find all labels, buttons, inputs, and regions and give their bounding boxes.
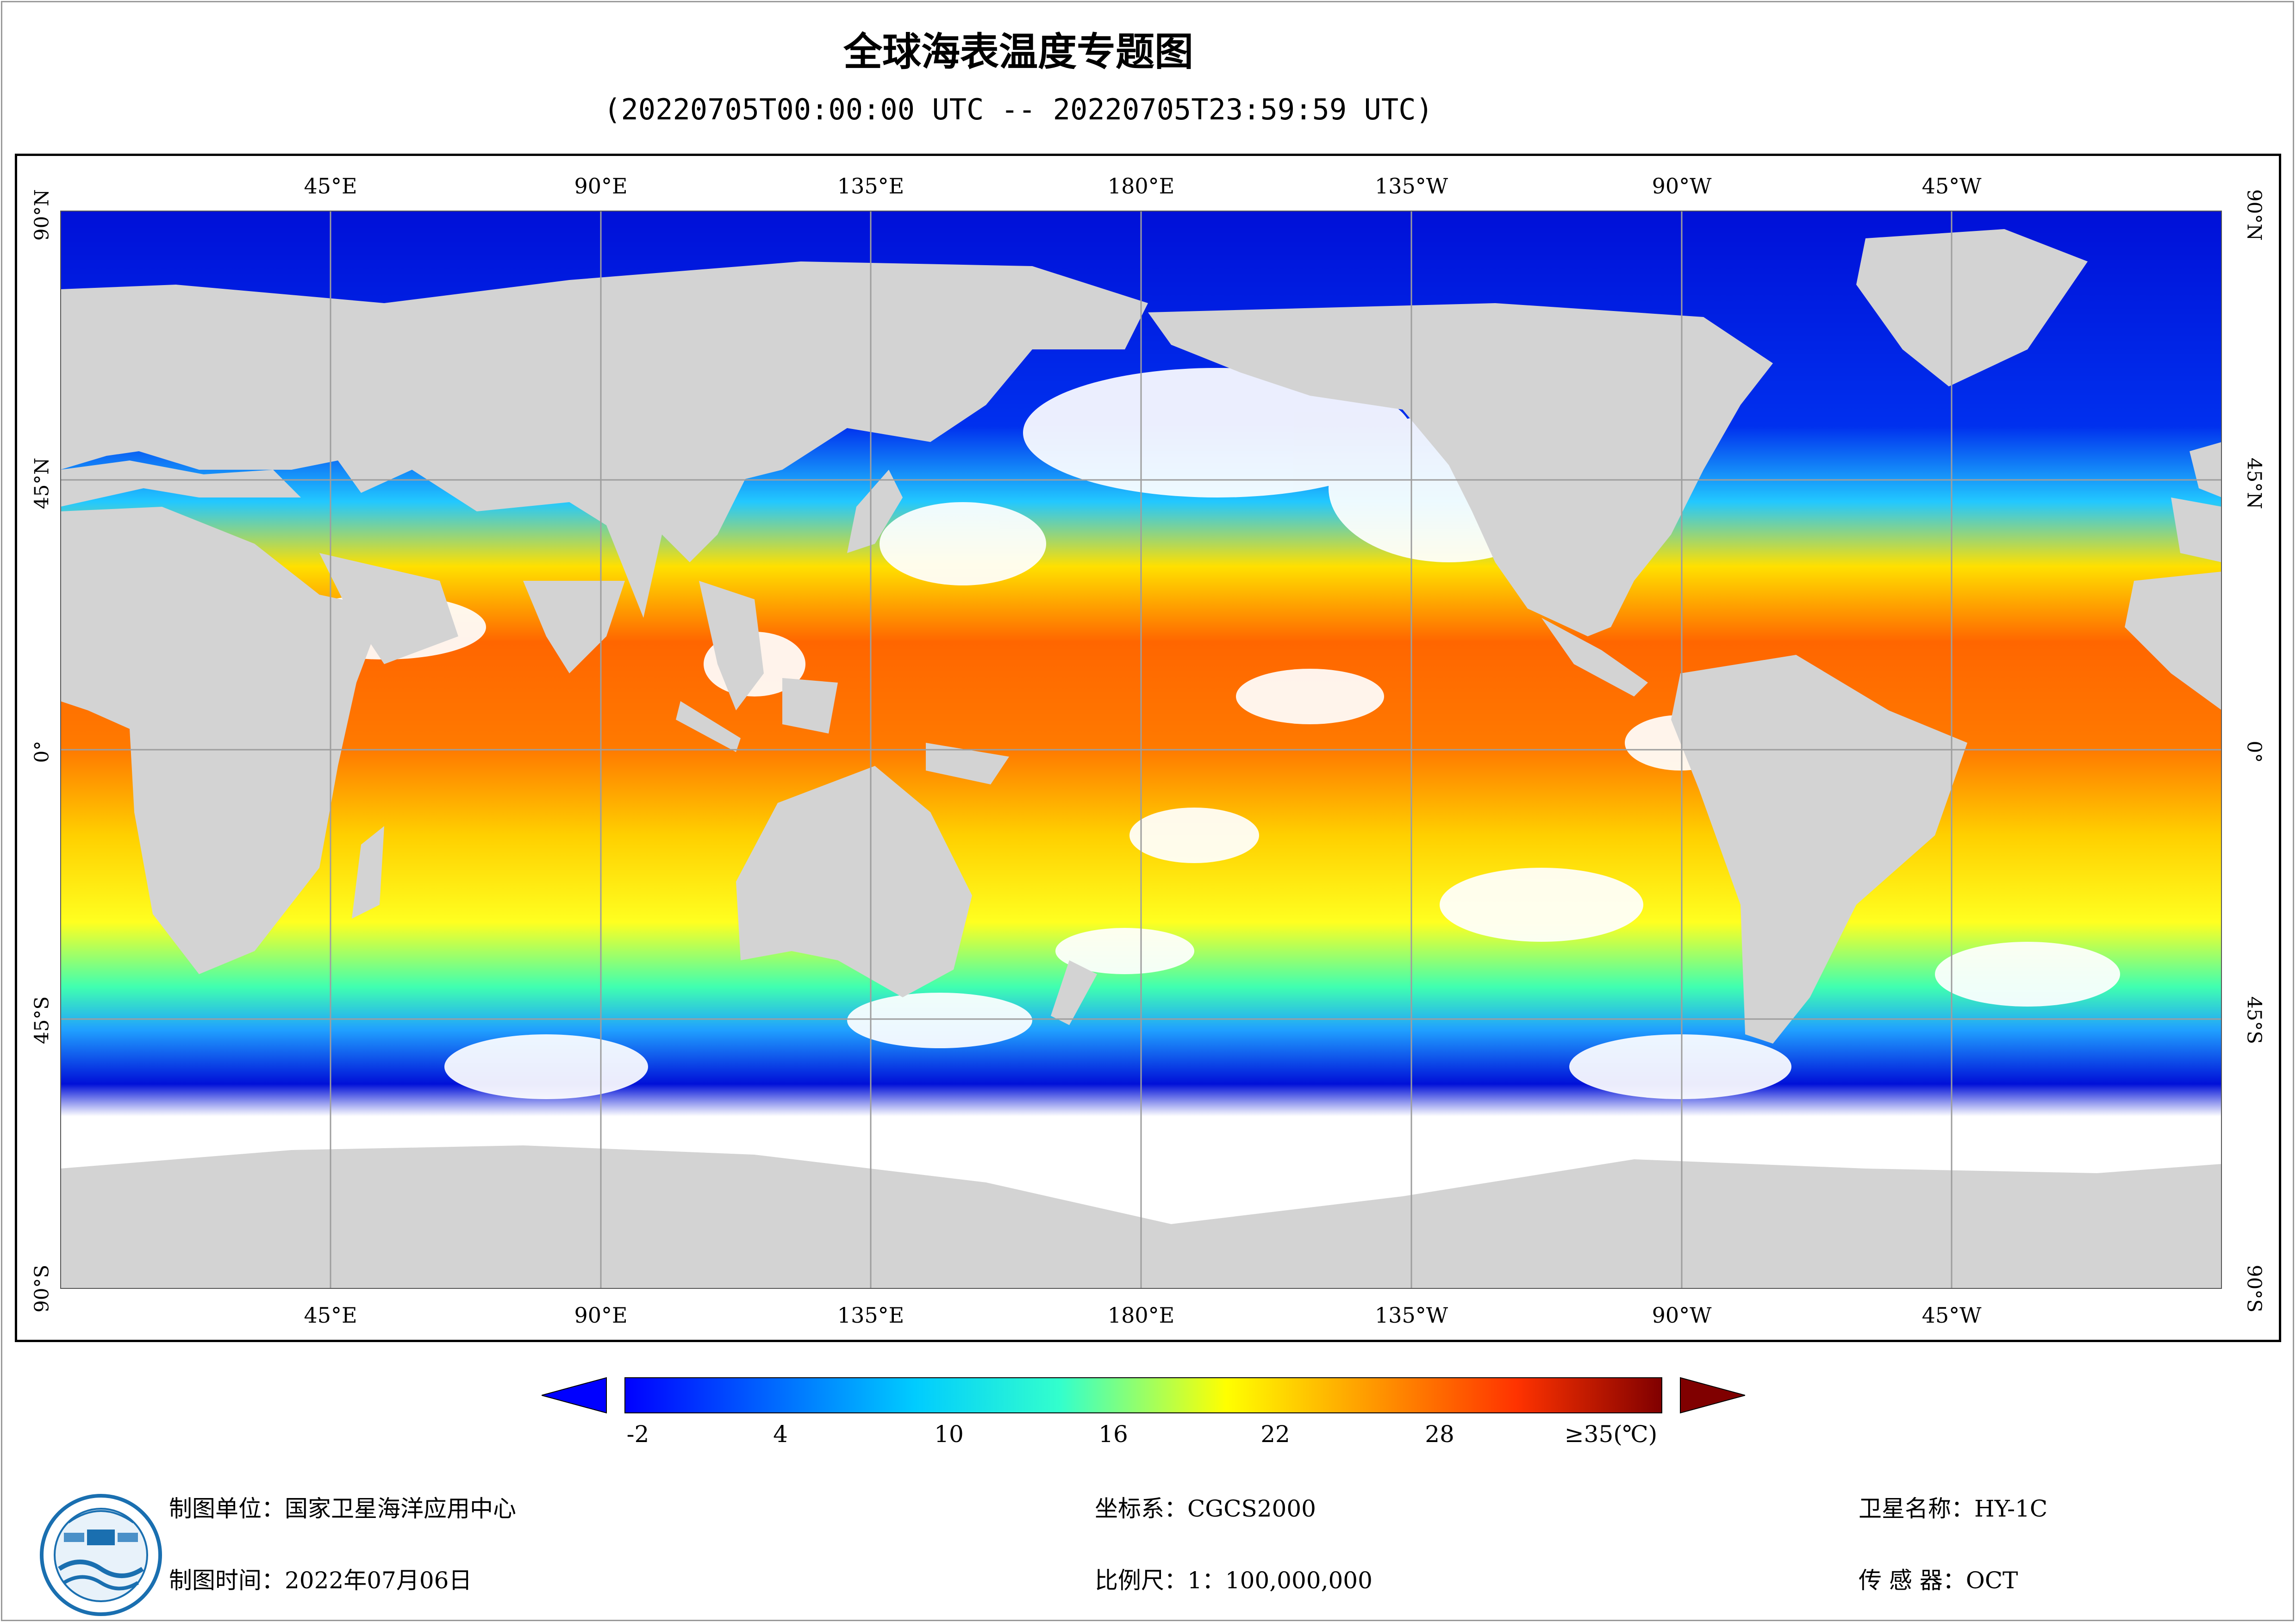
land-sumatra: [676, 701, 741, 752]
lat-label-left: 45°S: [30, 996, 53, 1045]
lon-label-bottom: 135°E: [837, 1303, 905, 1328]
sst-map: [60, 211, 2222, 1289]
land-japan: [847, 470, 903, 553]
lon-label-bottom: 45°W: [1922, 1303, 1982, 1328]
colorbar-gradient: [624, 1377, 1662, 1413]
graticule: [60, 211, 2222, 1289]
colorbar-tick-label: 16: [1098, 1421, 1128, 1448]
colorbar-tick-label: 28: [1425, 1421, 1454, 1448]
land-borneo: [782, 678, 838, 734]
map-scale: 比例尺：1：100,000,000: [1095, 1567, 1373, 1594]
lat-label-right: 90°N: [2243, 189, 2266, 241]
lat-label-left: 45°N: [30, 457, 53, 510]
land-europe: [60, 460, 301, 507]
colorbar-min-arrow: [542, 1377, 607, 1414]
lat-label-right: 0°: [2243, 740, 2266, 763]
land-north-america: [1148, 303, 1773, 636]
land-africa: [60, 507, 384, 974]
land-british-isles: [2190, 442, 2222, 497]
lon-label-top: 90°E: [574, 174, 628, 199]
map-time-range: (20220705T00:00:00 UTC -- 20220705T23:59…: [604, 93, 1433, 126]
colorbar-tick-label: 22: [1260, 1421, 1290, 1448]
lon-label-bottom: 135°W: [1374, 1303, 1448, 1328]
colorbar-tick-label: -2: [626, 1421, 649, 1448]
lon-label-top: 90°W: [1652, 174, 1712, 199]
land-arabia: [319, 553, 458, 664]
lon-label-bottom: 90°E: [574, 1303, 628, 1328]
land-central-america: [1541, 618, 1648, 696]
colorbar-tick-label: 10: [934, 1421, 964, 1448]
lat-label-right: 45°N: [2243, 457, 2266, 510]
land-greenland: [1856, 229, 2088, 386]
lon-label-top: 45°E: [304, 174, 357, 199]
lon-label-bottom: 90°W: [1652, 1303, 1712, 1328]
lon-label-top: 180°E: [1107, 174, 1175, 199]
land-new-guinea: [926, 743, 1009, 784]
lat-label-left: 90°N: [30, 189, 53, 241]
map-production-date: 制图时间：2022年07月06日: [169, 1567, 472, 1594]
lon-label-top: 45°W: [1922, 174, 1982, 199]
lat-label-right: 90°S: [2243, 1264, 2266, 1313]
land-india: [523, 581, 625, 673]
land-eurasia: [60, 261, 1148, 618]
satellite-name: 卫星名称：HY-1C: [1859, 1495, 2048, 1522]
lon-label-top: 135°E: [837, 174, 905, 199]
land-west-africa: [2125, 572, 2222, 710]
coordinate-system: 坐标系：CGCS2000: [1095, 1495, 1316, 1522]
map-producer: 制图单位：国家卫星海洋应用中心: [169, 1495, 516, 1522]
lon-label-bottom: 180°E: [1107, 1303, 1175, 1328]
lat-label-left: 90°S: [30, 1264, 53, 1313]
land-iberia: [2171, 497, 2222, 562]
land-scandinavia: [88, 317, 245, 405]
sensor-name: 传 感 器：OCT: [1859, 1567, 2018, 1594]
colorbar-max-arrow: [1680, 1377, 1745, 1414]
nsoas-logo-icon: [40, 1494, 162, 1616]
land-south-america: [1671, 655, 1967, 1044]
lat-label-left: 0°: [30, 740, 53, 763]
colorbar: [542, 1377, 1745, 1414]
lon-label-bottom: 45°E: [304, 1303, 357, 1328]
land-new-zealand: [1051, 960, 1097, 1025]
land-madagascar: [352, 826, 384, 919]
colorbar-tick-label: ≥35(℃): [1564, 1421, 1658, 1448]
land-australia: [736, 766, 972, 997]
land-indochina: [699, 581, 764, 710]
lon-label-top: 135°W: [1374, 174, 1448, 199]
colorbar-tick-label: 4: [773, 1421, 788, 1448]
map-frame: [15, 154, 2281, 1342]
lat-label-right: 45°S: [2243, 996, 2266, 1045]
map-title: 全球海表温度专题图: [843, 29, 1193, 75]
